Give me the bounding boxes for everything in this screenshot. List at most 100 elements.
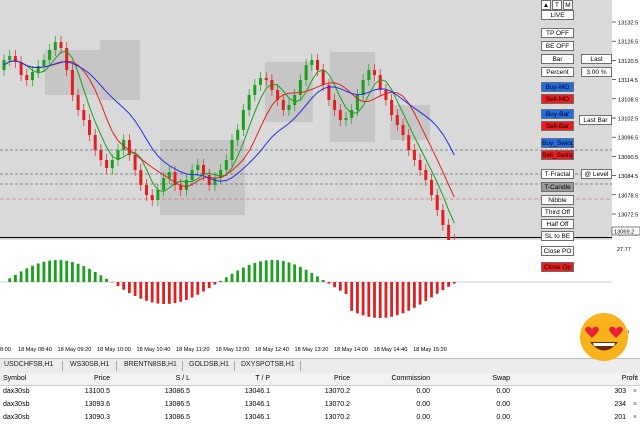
sell-bar-button[interactable]: Sell-Bar	[541, 121, 574, 131]
last-bar-button[interactable]: Last Bar	[579, 115, 612, 125]
candle-body	[424, 170, 428, 180]
candle-body	[19, 62, 23, 75]
last-button[interactable]: Last	[581, 54, 612, 64]
tab-goldsb[interactable]: GOLDSB,H1	[189, 361, 230, 368]
time-axis-label: 18 May 10:00	[97, 347, 131, 353]
candle-body	[88, 120, 91, 135]
candle-body	[435, 195, 439, 210]
candle-body	[127, 140, 131, 155]
sl-to-be-button[interactable]: SL to BE	[541, 231, 574, 241]
price-axis-label: 13084.5	[618, 174, 638, 180]
half-off-button[interactable]: Half Off	[541, 219, 574, 229]
price-axis-label: 13126.5	[618, 40, 638, 46]
tab-brentn8sb[interactable]: BRENTN8SB,H1	[124, 361, 177, 368]
oscillator-bar	[53, 260, 57, 282]
oscillator-bar	[207, 282, 211, 289]
t-candle-button[interactable]: T-Candle	[541, 182, 574, 192]
symbol-tabs-bar: USDCHFSB,H1 WS30SB,H1 BRENTN8SB,H1 GOLDS…	[0, 358, 640, 374]
tp-off-button[interactable]: TP OFF	[541, 28, 574, 38]
oscillator-bar	[310, 272, 314, 282]
arrow-up-button[interactable]: ▲	[541, 0, 551, 10]
candle-body	[390, 100, 394, 115]
sell-mo-button[interactable]: Sell-MO	[541, 94, 574, 104]
buy-mo-button[interactable]: Buy-MO	[541, 82, 574, 92]
range-box	[100, 40, 140, 100]
oscillator-bar	[413, 282, 416, 308]
oscillator-bar	[196, 282, 200, 295]
table-row[interactable]: dax30sb 13090.3 13086.5 13046.1 13070.2 …	[0, 412, 640, 424]
oscillator-bar	[105, 278, 108, 282]
close-position-icon[interactable]: ×	[632, 401, 637, 408]
oscillator-histogram	[0, 240, 612, 340]
candle-body	[241, 110, 245, 130]
oscillator-bar	[139, 282, 143, 299]
t-fractal-button[interactable]: T-Fractal	[541, 169, 574, 179]
oscillator-bar	[71, 261, 74, 282]
oscillator-bar	[299, 266, 302, 282]
oscillator-bar	[407, 282, 411, 311]
arrow-m-button[interactable]: M	[563, 0, 573, 10]
close-op-button[interactable]: Close Op	[541, 262, 574, 272]
arrow-t-button[interactable]: T	[552, 0, 562, 10]
buy-bar-button[interactable]: Buy-Bar	[541, 109, 574, 119]
oscillator-bar	[264, 260, 268, 282]
tab-ws30sb[interactable]: WS30SB,H1	[70, 361, 110, 368]
oscillator-bar	[281, 261, 285, 282]
at-level-button[interactable]: @ Level	[581, 169, 612, 179]
candle-body	[196, 165, 200, 170]
be-off-button[interactable]: BE OFF	[541, 41, 574, 51]
oscillator-bar	[82, 266, 86, 282]
oscillator-bar	[327, 282, 331, 284]
oscillator-bar	[418, 282, 422, 305]
percent-button[interactable]: Percent	[541, 67, 574, 77]
candle-body	[93, 135, 97, 150]
oscillator-bar	[447, 282, 450, 287]
candle-body	[36, 66, 40, 72]
oscillator-bar	[150, 282, 154, 303]
third-off-button[interactable]: Third Off	[541, 207, 574, 217]
oscillator-bar	[350, 282, 354, 311]
price-axis-label: 13108.5	[618, 97, 638, 103]
table-row[interactable]: dax30sb 13100.5 13086.5 13046.1 13070.2 …	[0, 386, 640, 398]
tab-usdchfsb[interactable]: USDCHFSB,H1	[4, 361, 54, 368]
candle-body	[264, 78, 268, 80]
candle-body	[173, 172, 177, 185]
candle-body	[327, 85, 331, 100]
candle-body	[333, 100, 337, 110]
price-axis-label: 13078.5	[618, 193, 638, 199]
oscillator-bar	[361, 282, 365, 316]
sell-swing-button[interactable]: Sell_Swing	[541, 150, 574, 160]
oscillator-bar	[247, 264, 251, 282]
candle-body	[298, 80, 302, 95]
percent-value-button[interactable]: 3.00 %	[581, 67, 612, 77]
time-axis-label: 18 May 09:20	[58, 347, 92, 353]
candle-body	[247, 95, 251, 110]
close-position-icon[interactable]: ×	[632, 414, 637, 421]
candle-body	[287, 105, 291, 110]
candle-body	[293, 95, 297, 105]
time-axis-label: 18 May 14:40	[374, 347, 408, 353]
candle-body	[219, 170, 223, 178]
candle-body	[213, 178, 217, 185]
oscillator-bar	[230, 273, 234, 282]
candle-body	[70, 70, 74, 95]
candle-body	[116, 150, 120, 160]
close-position-icon[interactable]: ×	[632, 388, 637, 395]
oscillator-bar	[287, 262, 291, 282]
candle-body	[105, 160, 109, 168]
bar-button[interactable]: Bar	[541, 54, 574, 64]
oscillator-bar	[14, 274, 17, 282]
tab-dxyspotsb[interactable]: DXYSPOTSB,H1	[241, 361, 295, 368]
time-axis-label: 8:00	[0, 347, 11, 353]
oscillator-bar	[59, 260, 63, 282]
buy-swing-button[interactable]: Buy_Swing	[541, 138, 574, 148]
close-po-button[interactable]: Close PO	[541, 246, 574, 256]
candle-body	[253, 85, 257, 95]
nibble-button[interactable]: Nibble	[541, 195, 574, 205]
table-row[interactable]: dax30sb 13093.6 13086.5 13046.1 13070.2 …	[0, 399, 640, 411]
live-button[interactable]: LIVE	[541, 10, 574, 20]
oscillator-bar	[236, 270, 240, 282]
candle-body	[207, 175, 211, 185]
candle-body	[418, 160, 422, 170]
